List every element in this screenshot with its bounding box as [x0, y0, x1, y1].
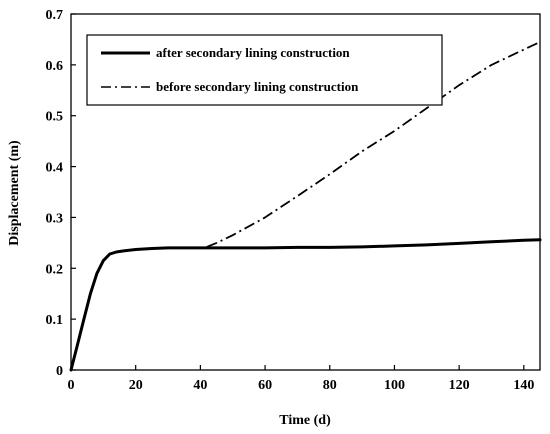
- y-tick-label: 0.1: [46, 313, 64, 328]
- y-axis-label: Displacement (m): [7, 140, 22, 246]
- x-tick-label: 100: [384, 378, 405, 393]
- y-tick-label: 0.7: [46, 8, 64, 23]
- y-axis: 0 0.1 0.2 0.3 0.4 0.5 0.6 0.7: [46, 8, 76, 379]
- y-tick-label: 0.3: [46, 211, 64, 226]
- x-tick-label: 20: [129, 378, 143, 393]
- series-layer: [69, 41, 542, 372]
- x-axis-label: Time (d): [279, 413, 331, 428]
- legend-label-after: after secondary lining construction: [156, 45, 350, 60]
- x-tick-label: 120: [449, 378, 470, 393]
- x-tick-label: 60: [258, 378, 272, 393]
- x-tick-label: 140: [513, 378, 534, 393]
- series-line-after: [69, 238, 542, 372]
- legend: after secondary lining construction befo…: [86, 34, 443, 106]
- y-tick-label: 0.4: [46, 161, 64, 176]
- x-axis: 0 20 40 60 80 100 120 140: [68, 365, 534, 393]
- x-tick-label: 40: [193, 378, 207, 393]
- series-line-before: [206, 41, 541, 248]
- x-tick-label: 80: [323, 378, 337, 393]
- y-tick-label: 0.5: [46, 110, 64, 125]
- legend-label-before: before secondary lining construction: [156, 79, 359, 94]
- y-tick-label: 0.2: [46, 262, 64, 277]
- x-tick-label: 0: [68, 378, 75, 393]
- legend-box: [86, 34, 443, 106]
- y-tick-label: 0: [56, 364, 63, 379]
- plot-frame: [70, 13, 541, 371]
- y-tick-label: 0.6: [46, 59, 64, 74]
- plot-area: [70, 13, 541, 371]
